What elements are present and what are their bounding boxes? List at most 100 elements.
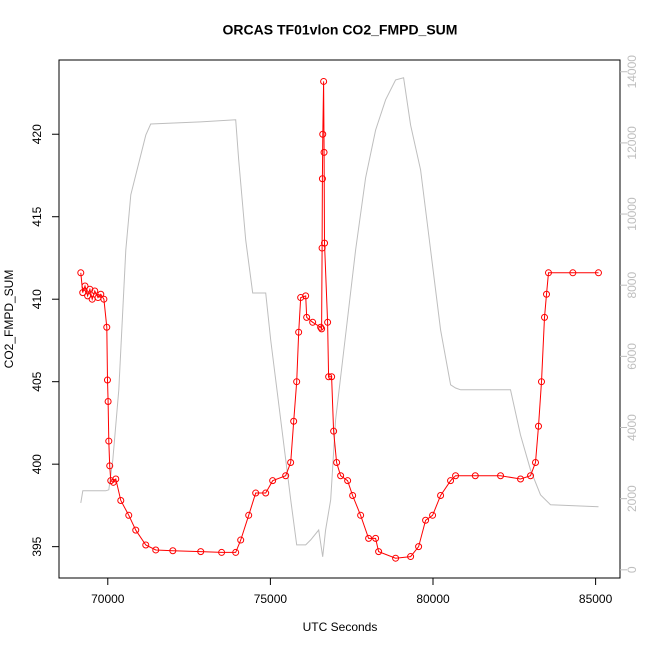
data-point	[324, 318, 332, 326]
data-point	[293, 378, 301, 386]
y-tick-label: 420	[30, 124, 44, 144]
data-point	[320, 77, 328, 85]
data-point	[232, 548, 240, 556]
data-point	[262, 489, 270, 497]
data-point	[447, 477, 455, 485]
data-point	[318, 175, 326, 183]
data-point	[357, 511, 365, 519]
y2-tick-label: 8000	[625, 272, 639, 299]
x-tick-label: 80000	[416, 592, 450, 606]
data-point	[317, 323, 325, 331]
data-point	[535, 422, 543, 430]
data-point	[544, 269, 552, 277]
data-point	[407, 553, 415, 561]
data-point	[537, 378, 545, 386]
data-point	[372, 534, 380, 542]
data-point	[437, 492, 445, 500]
data-point	[269, 477, 277, 485]
y-tick-label: 405	[30, 371, 44, 391]
data-point	[152, 546, 160, 554]
data-point	[112, 475, 120, 483]
data-point	[100, 295, 108, 303]
data-point	[569, 269, 577, 277]
y-tick-label: 410	[30, 289, 44, 309]
data-point	[349, 492, 357, 500]
data-point	[321, 239, 329, 247]
data-point	[392, 554, 400, 562]
x-tick-label: 85000	[579, 592, 613, 606]
data-point	[365, 534, 373, 542]
data-point	[132, 526, 140, 534]
x-axis-label: UTC Seconds	[303, 620, 378, 634]
data-point	[142, 541, 150, 549]
data-point	[309, 318, 317, 326]
data-point	[333, 459, 341, 467]
data-point	[543, 290, 551, 298]
y2-tick-label: 10000	[625, 197, 639, 231]
data-point	[319, 130, 327, 138]
data-point	[91, 287, 99, 295]
data-point	[302, 292, 310, 300]
y2-tick-label: 12000	[625, 126, 639, 160]
y-axis-label: CO2_FMPD_SUM	[2, 270, 16, 369]
data-point	[81, 282, 89, 290]
data-point	[77, 269, 85, 277]
data-point	[106, 462, 114, 470]
data-point	[218, 548, 226, 556]
data-point	[303, 313, 311, 321]
data-point	[415, 543, 423, 551]
y2-tick-label: 0	[625, 566, 639, 573]
data-point	[344, 477, 352, 485]
data-point	[337, 472, 345, 480]
data-point	[97, 290, 105, 298]
x-tick-label: 70000	[91, 592, 125, 606]
data-point	[104, 397, 112, 405]
data-point	[245, 511, 253, 519]
data-point	[103, 376, 111, 384]
y-tick-label: 395	[30, 536, 44, 556]
y2-tick-label: 14000	[625, 55, 639, 89]
data-point	[287, 459, 295, 467]
data-point	[517, 475, 525, 483]
data-point	[422, 516, 430, 524]
y2-tick-label: 2000	[625, 485, 639, 512]
data-point	[375, 548, 383, 556]
data-point	[125, 511, 133, 519]
data-point	[290, 417, 298, 425]
data-point	[103, 323, 111, 331]
data-point	[297, 294, 305, 302]
data-point	[252, 489, 260, 497]
data-point	[471, 472, 479, 480]
data-point	[325, 373, 333, 381]
x-tick-label: 75000	[254, 592, 288, 606]
y2-tick-label: 4000	[625, 414, 639, 441]
series-line	[80, 81, 599, 559]
data-point	[328, 373, 336, 381]
data-point	[497, 472, 505, 480]
y2-tick-label: 6000	[625, 343, 639, 370]
series-line	[80, 77, 599, 557]
data-point	[330, 427, 338, 435]
data-point	[532, 459, 540, 467]
data-point	[320, 148, 328, 156]
data-point	[429, 511, 437, 519]
plot-frame	[58, 59, 621, 579]
data-point	[197, 548, 205, 556]
chart-title: ORCAS TF01vlon CO2_FMPD_SUM	[223, 22, 458, 38]
data-point	[452, 472, 460, 480]
data-point	[79, 289, 87, 297]
data-point	[237, 536, 245, 544]
y-tick-label: 415	[30, 206, 44, 226]
data-point	[105, 437, 113, 445]
y-tick-label: 400	[30, 454, 44, 474]
data-point	[295, 328, 303, 336]
data-point	[541, 313, 549, 321]
data-point	[86, 285, 94, 293]
data-point	[318, 325, 326, 333]
data-point	[117, 496, 125, 504]
data-point	[527, 472, 535, 480]
data-point	[594, 269, 602, 277]
data-point	[84, 292, 92, 300]
